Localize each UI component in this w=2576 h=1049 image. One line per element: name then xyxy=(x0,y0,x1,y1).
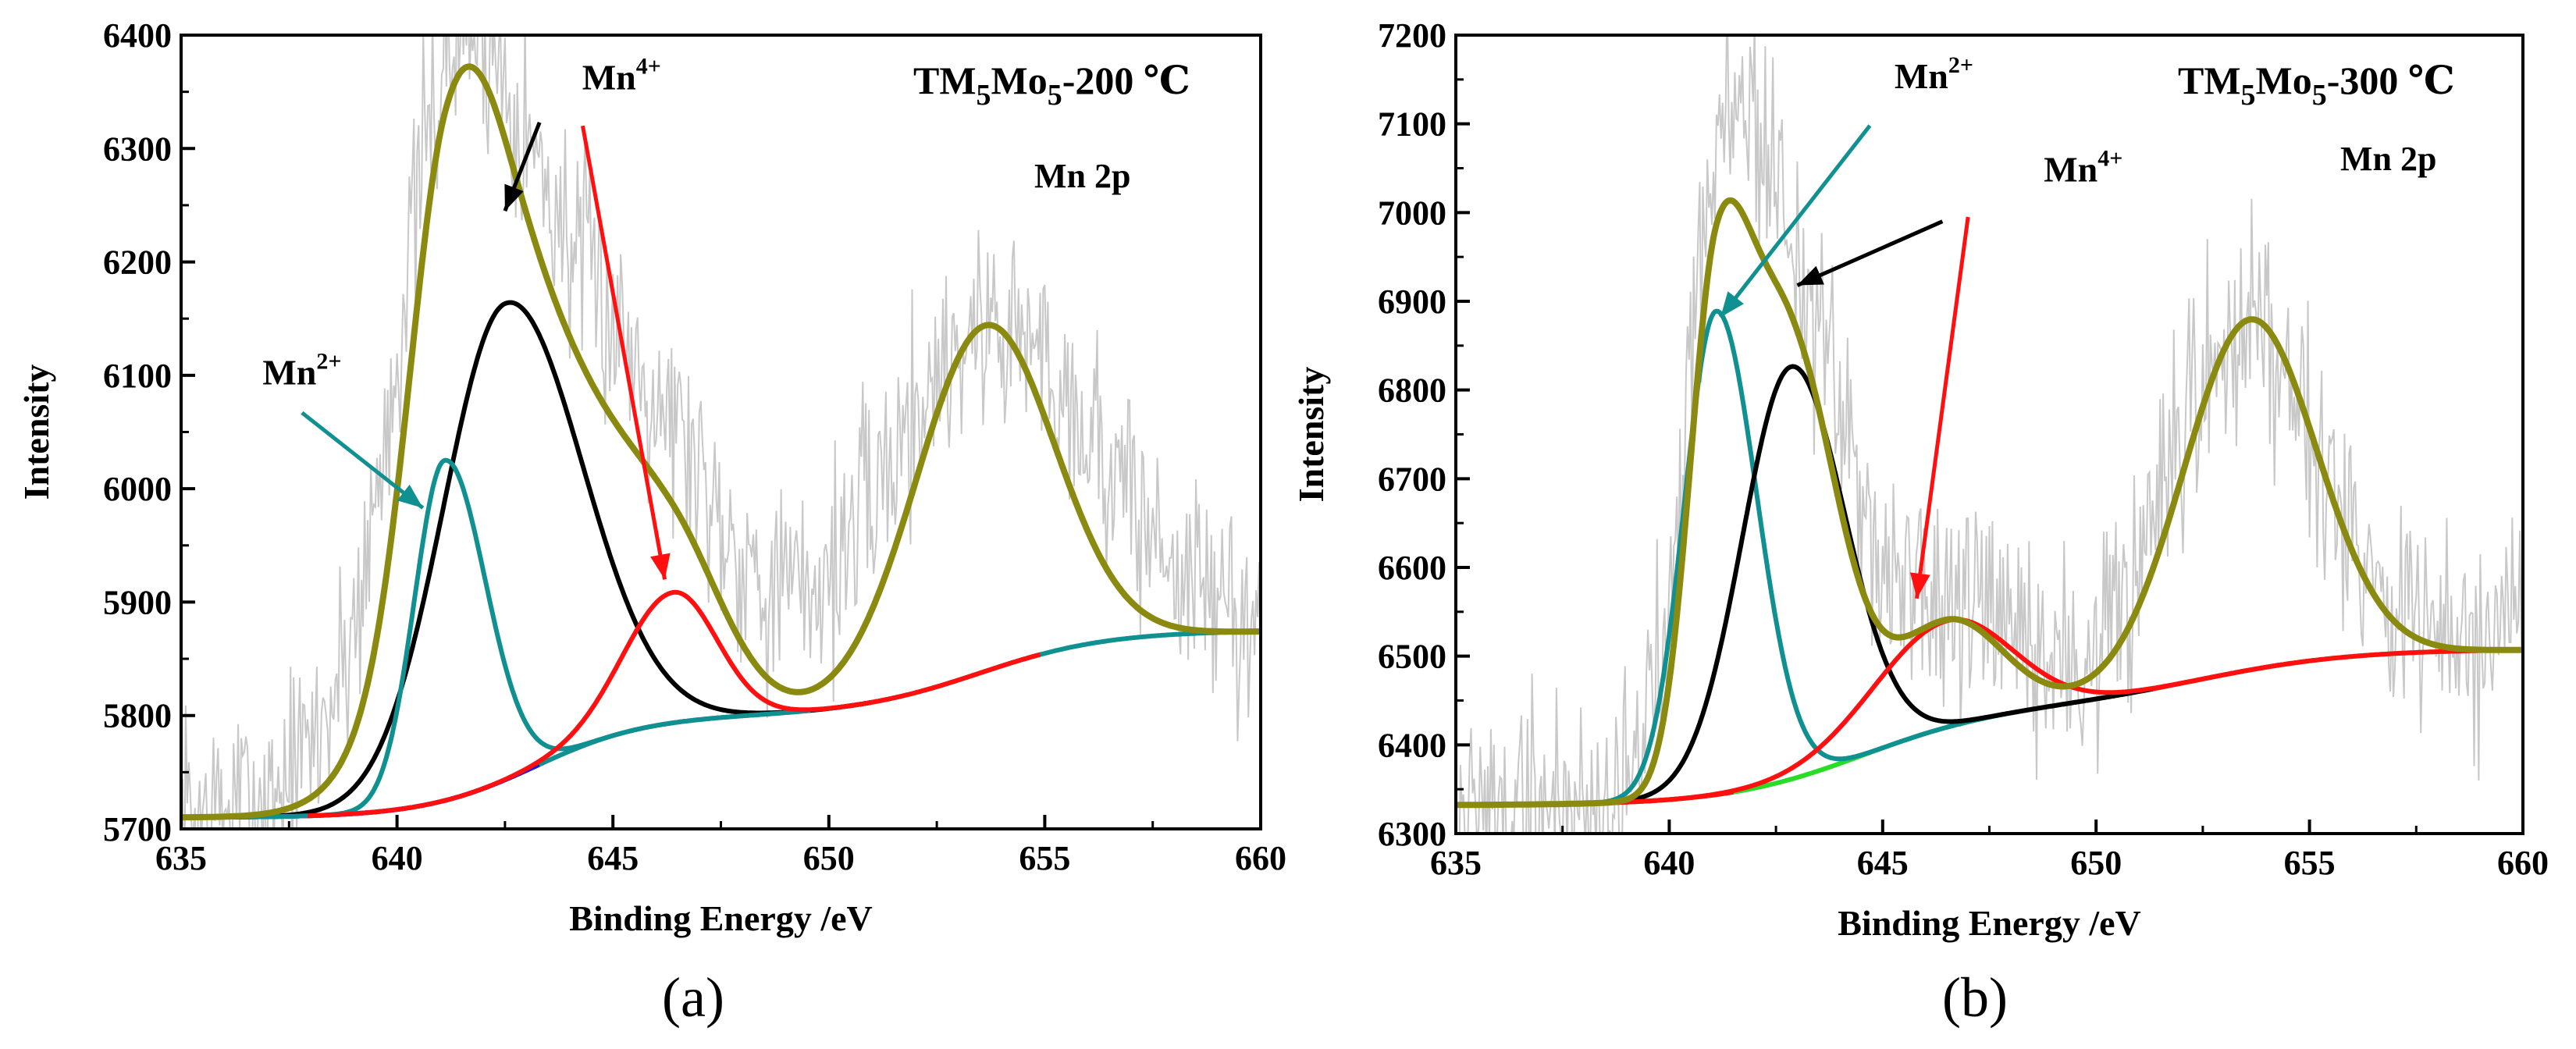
sample-label-mid: Mo xyxy=(991,59,1048,102)
panel-label: (b) xyxy=(1942,966,2008,1029)
component-peak-mn2- xyxy=(181,457,812,820)
annotation-arrow-line xyxy=(301,411,425,510)
annotation-arrow-head xyxy=(1797,265,1824,286)
annotation-label: Mn4+ xyxy=(582,54,661,98)
component-peak-mn2- xyxy=(1456,308,2079,808)
y-tick-label: 6300 xyxy=(103,130,172,168)
y-tick-label: 6400 xyxy=(103,16,172,55)
panel-label: (a) xyxy=(662,966,724,1029)
plot-area xyxy=(1456,35,2523,834)
y-tick-label: 5900 xyxy=(103,583,172,621)
annotation-arrow-line xyxy=(1915,216,1970,599)
y-tick-label: 7200 xyxy=(1378,16,1446,55)
annotation-arrow-head xyxy=(1909,572,1930,599)
y-tick-label: 6300 xyxy=(1378,815,1446,853)
raw-spectrum-line xyxy=(1458,35,2523,834)
sample-label-main: TM xyxy=(913,59,977,102)
annotation-label-base: Mn xyxy=(2044,150,2097,190)
panel-b-chart: 635 640 645 650 655 660 6300 6400 6500 6600 6700 68… xyxy=(1291,16,2549,1029)
plot-area xyxy=(181,35,1261,829)
envelope-fit-line xyxy=(1456,197,2523,809)
y-tick-label: 6800 xyxy=(1378,372,1446,410)
sample-label-tail: -200 ℃ xyxy=(1062,59,1190,102)
annotation-label: Mn4+ xyxy=(2044,146,2122,190)
sample-label: TM5Mo5-300 ℃ xyxy=(2178,59,2455,112)
y-axis-title: Intensity xyxy=(16,364,56,500)
annotation-arrow-head xyxy=(650,553,671,580)
annotation-arrow-line xyxy=(1719,124,1872,318)
y-tick-label: 7000 xyxy=(1378,194,1446,232)
annotation-arrow-head xyxy=(397,484,423,508)
sample-label-main: TM xyxy=(2178,59,2241,102)
y-tick-label: 6900 xyxy=(1378,283,1446,321)
x-tick-label: 640 xyxy=(1643,844,1695,882)
annotation-label-superscript: 4+ xyxy=(636,54,661,80)
region-label: Mn 2p xyxy=(2340,140,2436,178)
y-tick-label: 7100 xyxy=(1378,105,1446,144)
annotation-arrow-head xyxy=(1720,291,1744,318)
sample-label-mid: Mo xyxy=(2256,59,2312,102)
sample-label-sub2: 5 xyxy=(1048,79,1062,112)
panel-a-chart: 635 640 645 650 655 660 5700 5800 5900 6000 6100 62… xyxy=(16,16,1286,1029)
sample-label: TM5Mo5-200 ℃ xyxy=(913,59,1190,112)
envelope-fit-line xyxy=(181,63,1261,821)
x-tick-label: 645 xyxy=(1857,844,1909,882)
annotation-label-superscript: 4+ xyxy=(2097,146,2122,172)
x-tick-label: 660 xyxy=(2497,844,2549,882)
y-tick-label: 6700 xyxy=(1378,460,1446,498)
annotation-label-superscript: 2+ xyxy=(1948,52,1973,78)
component-peak-satellite xyxy=(1584,617,2309,806)
annotation-label-superscript: 2+ xyxy=(316,348,341,374)
raw-spectrum-line xyxy=(181,35,1261,829)
x-tick-label: 655 xyxy=(2284,844,2336,882)
annotation-label: Mn2+ xyxy=(1895,52,1973,96)
annotation-label: Mn2+ xyxy=(262,348,341,392)
y-tick-label: 6500 xyxy=(1378,638,1446,676)
x-tick-label: 635 xyxy=(155,839,207,877)
annotation-label-base: Mn xyxy=(262,352,316,392)
x-tick-label: 635 xyxy=(1430,844,1482,882)
x-tick-label: 640 xyxy=(372,839,423,877)
y-tick-label: 5700 xyxy=(103,810,172,848)
y-tick-label: 6100 xyxy=(103,357,172,395)
component-peak-satellite xyxy=(307,589,1041,819)
region-label: Mn 2p xyxy=(1034,157,1130,195)
y-axis-title: Intensity xyxy=(1291,367,1331,503)
annotation-arrow-line xyxy=(581,125,667,580)
sample-label-sub1: 5 xyxy=(977,79,991,112)
y-tick-label: 6600 xyxy=(1378,549,1446,587)
annotation-arrow-head xyxy=(504,183,524,212)
y-tick-label: 6400 xyxy=(1378,726,1446,764)
x-tick-label: 660 xyxy=(1235,839,1286,877)
sample-label-tail: -300 ℃ xyxy=(2327,59,2455,102)
annotation-label-base: Mn xyxy=(582,58,636,98)
x-tick-label: 655 xyxy=(1019,839,1070,877)
sample-label-sub1: 5 xyxy=(2241,79,2256,112)
x-tick-label: 645 xyxy=(587,839,639,877)
y-tick-label: 6000 xyxy=(103,470,172,508)
x-axis-title: Binding Energy /eV xyxy=(1838,903,2141,943)
annotation-label-base: Mn xyxy=(1895,56,1948,96)
x-axis-title: Binding Energy /eV xyxy=(569,898,873,938)
x-tick-label: 650 xyxy=(2070,844,2122,882)
y-tick-label: 5800 xyxy=(103,697,172,735)
sample-label-sub2: 5 xyxy=(2312,79,2327,112)
annotation-arrow-line xyxy=(1796,219,1944,287)
x-tick-label: 650 xyxy=(803,839,855,877)
component-peak-mn4- xyxy=(1456,364,2154,808)
y-tick-label: 6200 xyxy=(103,244,172,282)
